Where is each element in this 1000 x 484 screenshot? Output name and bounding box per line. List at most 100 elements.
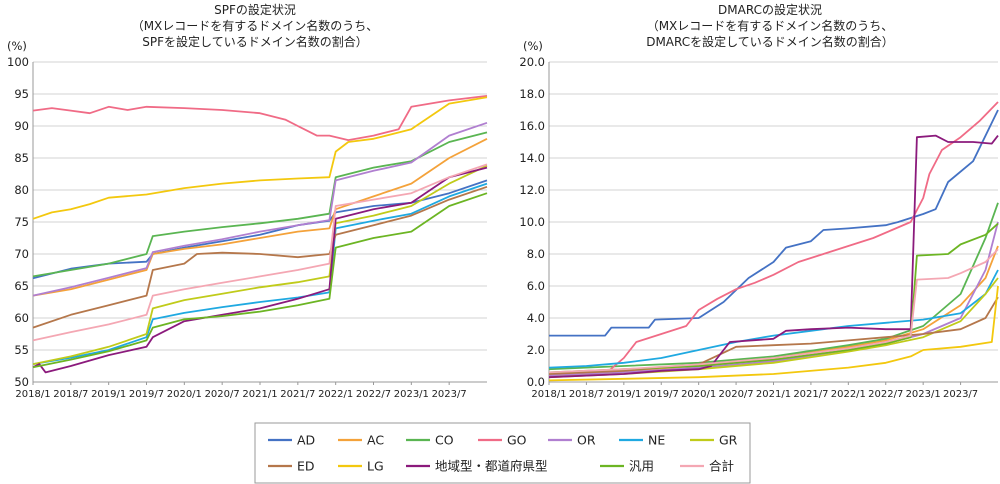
legend: AD AC CO GO OR NE GR ED LG 地域型・都道府県型 汎用 合計 [254,422,751,484]
series-line-LG [548,285,999,382]
y-tick-label: 20.0 [519,55,545,69]
x-tick-label: 2021/1 [756,389,791,400]
y-tick-label: 85 [14,151,29,165]
series-line-CO [548,202,999,371]
series-line-AD [32,179,488,280]
x-tick-label: 2019/1 [91,389,126,400]
y-axis-unit: (%) [7,39,27,53]
x-tick-label: 2018/7 [569,389,604,400]
y-tick-label: 55 [14,343,29,357]
y-tick-label: 10.0 [519,215,545,229]
series-line-汎用 [32,192,488,369]
series-line-地域型・都道府県型 [32,166,488,374]
y-tick-label: 18.0 [519,87,545,101]
x-tick-label: 2018/7 [53,389,88,400]
legend-label: NE [648,433,665,448]
x-tick-label: 2019/1 [606,389,641,400]
chart-1: SPFの設定状況（MXレコードを有するドメイン名数のうち、SPFを設定しているド… [7,2,488,400]
series-line-GR [32,164,488,365]
series-line-GO [32,95,488,141]
x-tick-label: 2022/1 [318,389,353,400]
legend-label: AC [367,433,384,448]
chart-subtitle-line: （MXレコードを有するドメイン名数のうち、 [132,18,379,33]
x-tick-label: 2022/7 [356,389,391,400]
legend-label: 合計 [709,459,734,474]
series-line-GO [548,101,999,377]
legend-label: AD [297,433,315,448]
series-line-地域型・都道府県型 [548,134,999,379]
legend-item: GO [478,433,527,448]
legend-label: OR [577,433,596,448]
y-tick-label: 14.0 [519,151,545,165]
legend-label: LG [367,459,384,474]
series-line-OR [32,121,488,297]
chart-title: DMARCの設定状況 [718,2,822,17]
y-tick-label: 50 [14,375,29,389]
x-tick-label: 2022/7 [868,389,903,400]
chart-2: DMARCの設定状況（MXレコードを有するドメイン名数のうち、DMARCを設定し… [519,2,999,400]
y-tick-label: 4.0 [527,311,545,325]
y-tick-label: 95 [14,87,29,101]
series-line-AC [32,137,488,297]
x-tick-label: 2018/1 [531,389,566,400]
y-axis-unit: (%) [523,39,543,53]
series-line-CO [32,131,488,278]
x-tick-label: 2021/1 [242,389,277,400]
series-line-NE [548,269,999,369]
series-line-合計 [32,163,488,342]
y-tick-label: 8.0 [527,247,545,261]
chart-title: SPFの設定状況 [214,2,296,17]
y-tick-label: 100 [7,55,29,69]
y-tick-label: 16.0 [519,119,545,133]
legend-item: 合計 [680,459,734,474]
legend-label: CO [435,433,454,448]
series-group [548,101,999,382]
chart-subtitle-line: SPFを設定しているドメイン名数の割合） [142,34,367,49]
legend-item: 汎用 [600,459,654,474]
chart-subtitle-line: DMARCを設定しているドメイン名数の割合） [646,34,894,49]
legend-label: 汎用 [629,459,654,474]
series-line-OR [548,221,999,377]
series-group [32,95,488,374]
legend-item: AD [268,433,315,448]
series-line-汎用 [548,222,999,374]
x-tick-label: 2020/1 [681,389,716,400]
y-tick-label: 60 [14,311,29,325]
x-tick-label: 2020/7 [205,389,240,400]
legend-item: LG [338,459,384,474]
series-line-AD [549,109,999,337]
legend-label: 地域型・都道府県型 [435,459,548,474]
x-tick-label: 2023/7 [432,389,467,400]
x-tick-label: 2019/7 [644,389,679,400]
x-tick-label: 2023/1 [906,389,941,400]
x-tick-label: 2023/7 [943,389,978,400]
y-tick-label: 0.0 [527,375,545,389]
legend-frame [254,422,751,484]
series-line-LG [32,96,488,220]
y-tick-label: 75 [14,215,29,229]
x-tick-label: 2020/1 [167,389,202,400]
chart-subtitle-line: （MXレコードを有するドメイン名数のうち、 [647,18,894,33]
legend-item: 地域型・都道府県型 [406,459,548,474]
y-tick-label: 80 [14,183,29,197]
x-tick-label: 2019/7 [129,389,164,400]
series-line-NE [32,182,488,365]
legend-item: ED [268,459,315,474]
y-tick-label: 6.0 [527,279,545,293]
series-line-ED [32,185,488,329]
x-tick-label: 2023/1 [394,389,429,400]
x-tick-label: 2022/1 [831,389,866,400]
legend-label: GO [507,433,527,448]
legend-item: AC [338,433,384,448]
series-line-合計 [548,248,999,374]
y-tick-label: 90 [14,119,29,133]
y-tick-label: 12.0 [519,183,545,197]
x-tick-label: 2021/7 [793,389,828,400]
y-tick-label: 65 [14,279,29,293]
x-tick-label: 2020/7 [718,389,753,400]
legend-label: GR [719,433,738,448]
x-tick-label: 2018/1 [15,389,50,400]
series-line-AC [548,245,999,375]
